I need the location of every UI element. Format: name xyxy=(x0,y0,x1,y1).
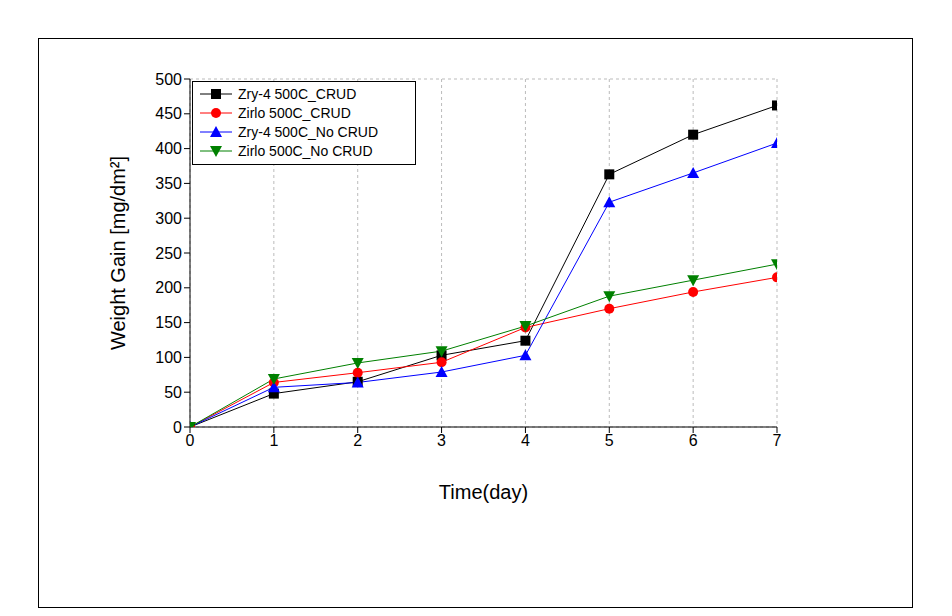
svg-text:500: 500 xyxy=(155,71,182,88)
svg-text:50: 50 xyxy=(164,384,182,401)
svg-text:350: 350 xyxy=(155,175,182,192)
svg-text:Zry-4 500C_No CRUD: Zry-4 500C_No CRUD xyxy=(238,124,378,140)
svg-text:Zry-4 500C_CRUD: Zry-4 500C_CRUD xyxy=(238,86,356,102)
svg-text:Zirlo 500C_No CRUD: Zirlo 500C_No CRUD xyxy=(238,143,373,159)
svg-text:250: 250 xyxy=(155,245,182,262)
svg-text:3: 3 xyxy=(437,432,446,449)
svg-text:6: 6 xyxy=(689,432,698,449)
svg-text:0: 0 xyxy=(173,419,182,436)
svg-text:Weight Gain [mg/dm²]: Weight Gain [mg/dm²] xyxy=(107,156,129,350)
svg-text:Zirlo 500C_CRUD: Zirlo 500C_CRUD xyxy=(238,105,351,121)
svg-text:400: 400 xyxy=(155,140,182,157)
svg-text:150: 150 xyxy=(155,314,182,331)
svg-text:5: 5 xyxy=(605,432,614,449)
svg-text:7: 7 xyxy=(773,432,782,449)
svg-text:450: 450 xyxy=(155,105,182,122)
svg-text:100: 100 xyxy=(155,349,182,366)
svg-text:300: 300 xyxy=(155,210,182,227)
svg-text:4: 4 xyxy=(521,432,530,449)
svg-text:0: 0 xyxy=(186,432,195,449)
svg-text:Time(day): Time(day) xyxy=(439,481,528,503)
svg-text:1: 1 xyxy=(269,432,278,449)
svg-text:2: 2 xyxy=(353,432,362,449)
svg-text:200: 200 xyxy=(155,279,182,296)
